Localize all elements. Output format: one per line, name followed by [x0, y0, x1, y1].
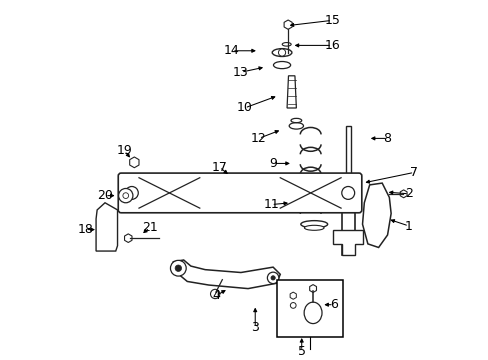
Text: 21: 21: [142, 221, 157, 234]
Bar: [276, 280, 342, 337]
Circle shape: [267, 272, 278, 284]
Ellipse shape: [304, 302, 322, 324]
Ellipse shape: [272, 49, 291, 57]
Bar: [341, 176, 354, 255]
Polygon shape: [309, 285, 316, 292]
Circle shape: [341, 186, 354, 199]
Ellipse shape: [288, 123, 303, 129]
Circle shape: [270, 276, 275, 280]
Polygon shape: [362, 183, 390, 247]
Polygon shape: [124, 234, 132, 243]
Text: 17: 17: [211, 161, 227, 174]
Text: 5: 5: [297, 345, 305, 358]
Text: 8: 8: [383, 132, 391, 145]
Text: 4: 4: [211, 289, 220, 302]
Circle shape: [290, 302, 296, 308]
Text: 6: 6: [329, 298, 337, 311]
Polygon shape: [96, 203, 117, 251]
Text: 3: 3: [251, 321, 259, 334]
Text: 9: 9: [268, 157, 277, 170]
FancyBboxPatch shape: [118, 173, 361, 213]
Ellipse shape: [304, 225, 324, 230]
Text: 10: 10: [236, 102, 252, 114]
Text: 20: 20: [97, 189, 113, 202]
Circle shape: [119, 189, 133, 203]
Circle shape: [125, 186, 138, 199]
Circle shape: [122, 193, 128, 198]
Polygon shape: [129, 157, 139, 168]
Bar: [345, 126, 350, 176]
Polygon shape: [400, 190, 406, 198]
Text: 1: 1: [404, 220, 412, 233]
Text: 13: 13: [233, 66, 248, 79]
Circle shape: [175, 265, 181, 271]
Ellipse shape: [300, 221, 327, 228]
Ellipse shape: [290, 118, 301, 123]
Text: 16: 16: [324, 39, 339, 52]
Polygon shape: [286, 76, 296, 108]
Circle shape: [210, 289, 220, 299]
Text: 11: 11: [263, 198, 279, 211]
Text: 15: 15: [324, 14, 339, 27]
Ellipse shape: [282, 42, 290, 46]
Polygon shape: [173, 260, 280, 289]
Ellipse shape: [273, 62, 290, 69]
Text: 12: 12: [250, 132, 266, 145]
Text: 14: 14: [224, 44, 240, 57]
Text: 7: 7: [409, 166, 418, 179]
Text: 18: 18: [77, 223, 93, 236]
Polygon shape: [289, 292, 296, 299]
Polygon shape: [284, 20, 291, 29]
Circle shape: [170, 260, 186, 276]
Text: 19: 19: [117, 144, 132, 157]
Text: 2: 2: [404, 187, 412, 200]
Polygon shape: [332, 230, 363, 255]
Circle shape: [278, 49, 285, 56]
